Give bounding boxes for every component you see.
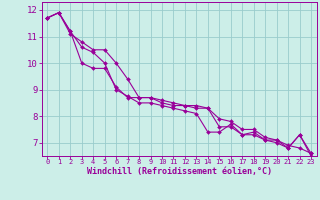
X-axis label: Windchill (Refroidissement éolien,°C): Windchill (Refroidissement éolien,°C) (87, 167, 272, 176)
